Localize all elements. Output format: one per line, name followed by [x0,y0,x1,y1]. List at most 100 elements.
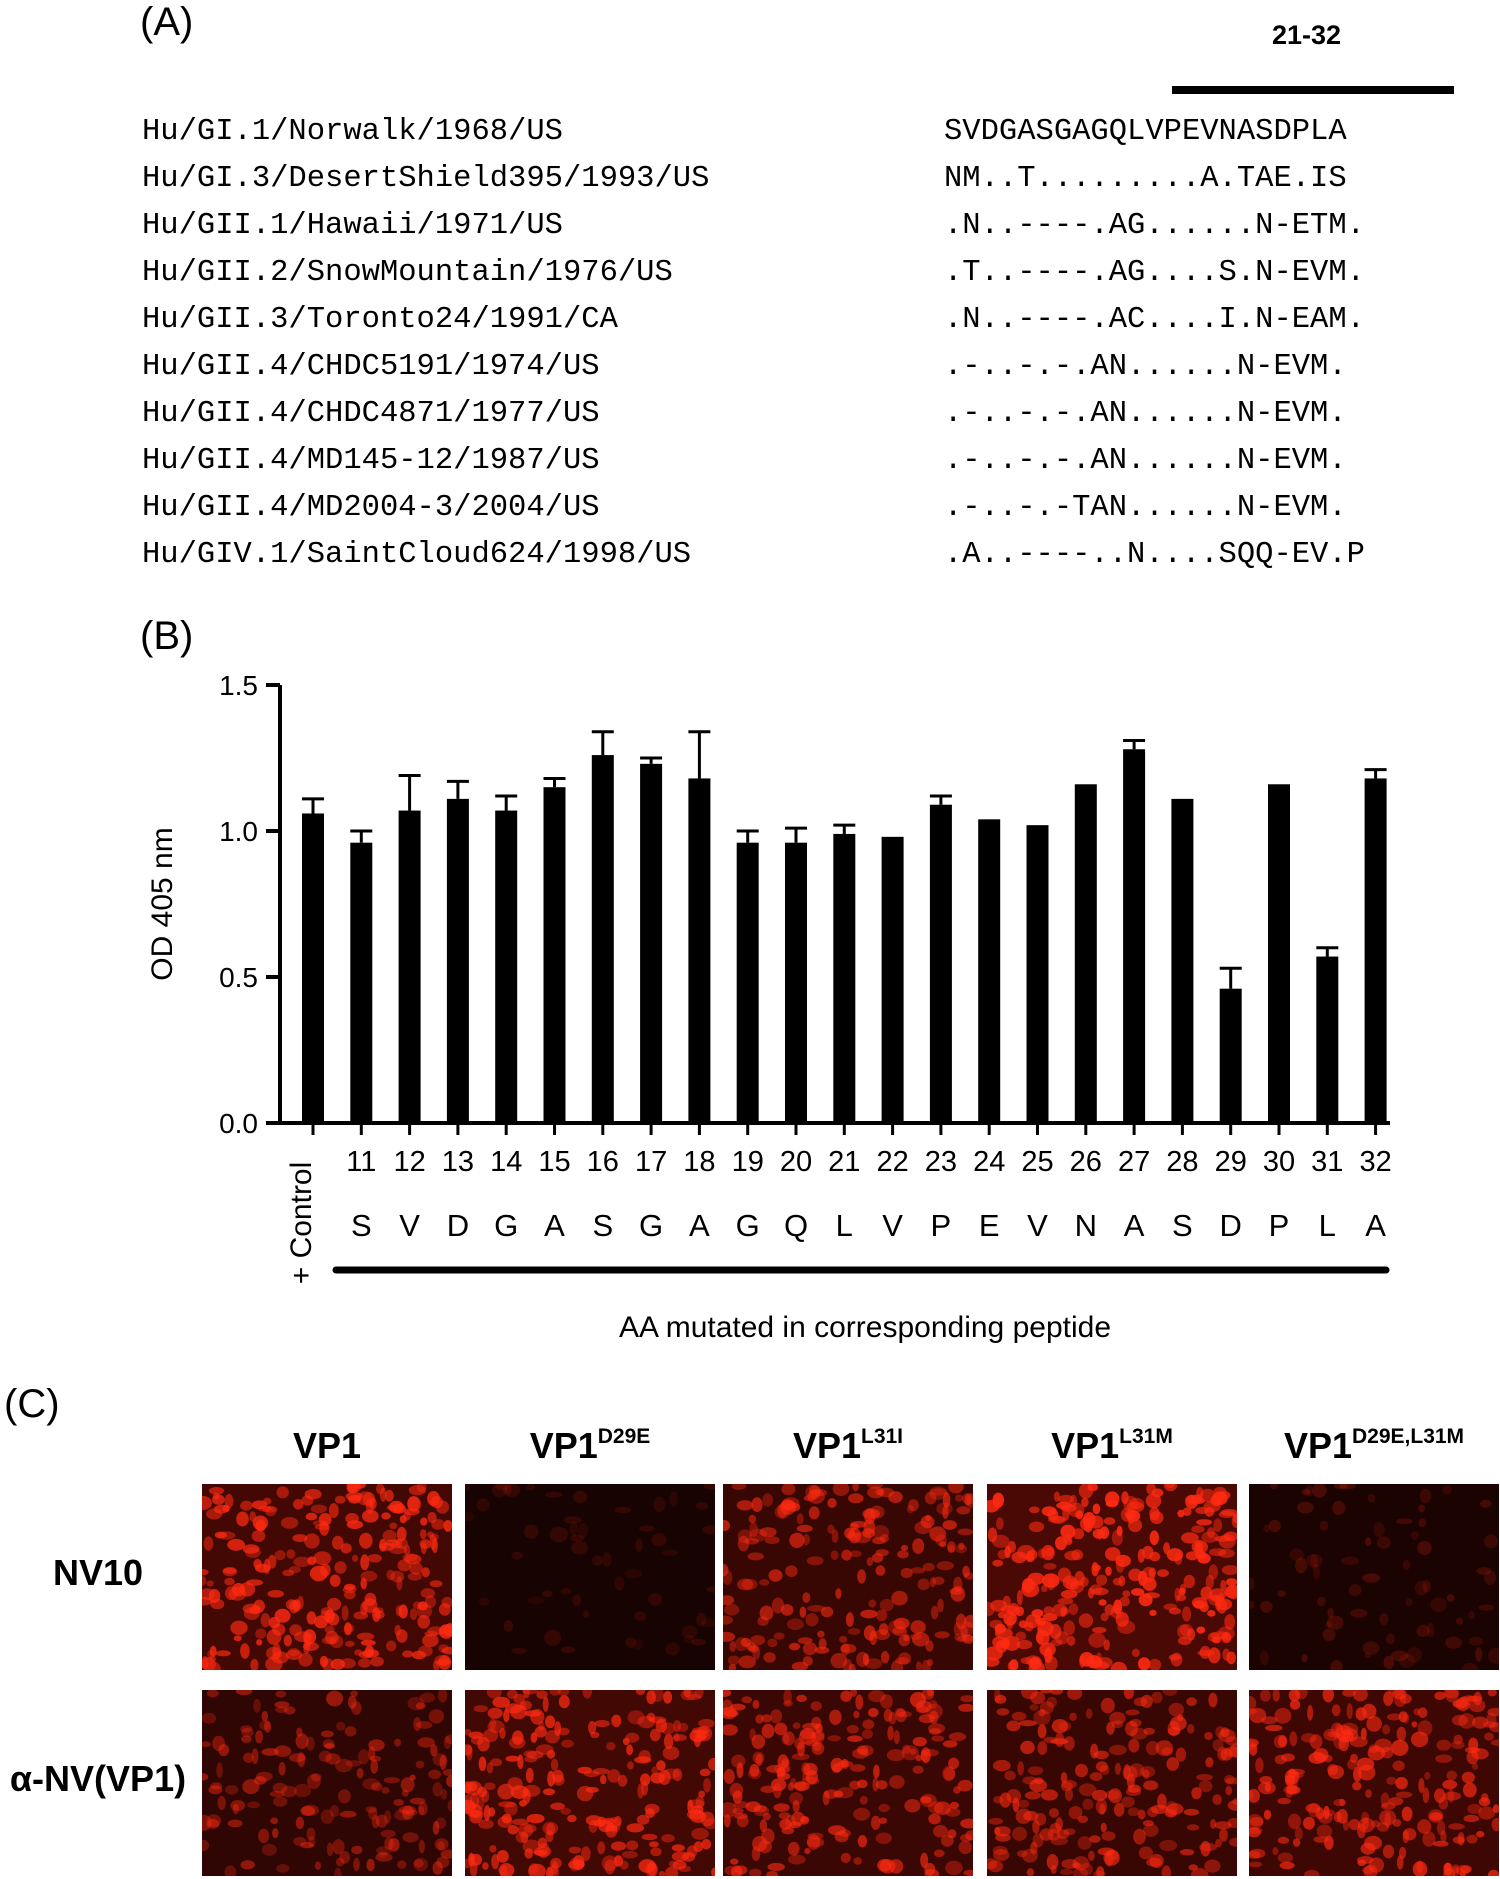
micrograph-panel [723,1484,973,1670]
micrograph-image [723,1484,973,1670]
bar [350,842,373,1123]
x-tick-label: 26 [1070,1146,1102,1178]
x-tick-label: 25 [1021,1146,1053,1178]
y-axis-label: OD 405 nm [146,827,179,980]
sequence-alignment-text: .A..----..N....SQQ-EV.P [944,538,1365,572]
residue-label: V [399,1208,420,1243]
residue-label: P [1269,1208,1290,1243]
micrograph-panel [987,1690,1237,1876]
bar [591,755,614,1123]
micrograph-panel [723,1690,973,1876]
bar [302,813,324,1123]
bar-chart: 0.00.51.01.5OD 405 nm11S12V13D14G15A16S1… [146,670,1392,1344]
bar [446,798,469,1123]
x-tick-label: 16 [587,1146,619,1178]
x-axis-label: AA mutated in corresponding peptide [619,1311,1111,1344]
x-tick-label: 20 [780,1146,812,1178]
sequence-row: Hu/GII.4/MD145-12/1987/US .-..-.-.AN.....… [142,439,1462,483]
residue-label: S [351,1208,372,1243]
column-header: VP1L31M [987,1425,1237,1467]
sequence-name: Hu/GII.2/SnowMountain/1976/US [142,256,673,290]
bar [1364,778,1387,1123]
micrograph-image [202,1690,452,1876]
sequence-alignment-text: NM..T.........A.TAE.IS [944,162,1347,196]
x-tick-label: 29 [1215,1146,1247,1178]
micrograph-panel [465,1484,715,1670]
micrograph-image [465,1690,715,1876]
bar [640,763,663,1123]
residue-label: G [639,1208,663,1243]
y-tick-label: 1.5 [219,670,258,701]
column-header-base: VP1 [792,1425,861,1466]
micrograph-panel [202,1484,452,1670]
sequence-alignment-text: .-..-.-.AN......N-EVM. [944,397,1347,431]
sequence-name: Hu/GII.1/Hawaii/1971/US [142,209,563,243]
sequence-row: Hu/GII.4/CHDC4871/1977/US .-..-.-.AN.....… [142,392,1462,436]
x-tick-label: 23 [925,1146,957,1178]
micrograph-image [987,1484,1237,1670]
x-tick-label: 13 [442,1146,474,1178]
column-header-mutation: D29E [597,1425,651,1448]
sequence-alignment-text: .T..----.AG....S.N-EVM. [944,256,1365,290]
residue-label: V [1027,1208,1048,1243]
micrograph-panel [987,1484,1237,1670]
micrograph-panel [1249,1484,1499,1670]
column-header: VP1D29E,L31M [1249,1425,1499,1467]
bar [833,833,856,1123]
residue-label: L [836,1208,853,1243]
residue-label: D [447,1208,469,1243]
sequence-name: Hu/GII.4/MD2004-3/2004/US [142,491,600,525]
bar [978,819,1001,1123]
bar [929,804,952,1123]
residue-label: A [1365,1208,1386,1243]
micrograph-image [1249,1484,1499,1670]
bar [1268,784,1290,1123]
column-header-mutation: D29E,L31M [1352,1425,1465,1448]
sequence-row: Hu/GI.1/Norwalk/1968/US SVDGASGAGQLVPEVNA… [142,110,1462,154]
sequence-name: Hu/GI.1/Norwalk/1968/US [142,115,563,149]
residue-label: A [1124,1208,1145,1243]
column-header-mutation: L31M [1119,1425,1173,1448]
residue-label: S [592,1208,613,1243]
bar [1171,798,1194,1123]
micrograph-image [1249,1690,1499,1876]
panel-a-label: (A) [140,0,194,44]
residue-label: A [689,1208,710,1243]
x-tick-label: 14 [490,1146,522,1178]
x-tick-label: 18 [683,1146,715,1178]
residue-label: G [736,1208,760,1243]
bar [1026,825,1049,1123]
micrograph-panel [465,1690,715,1876]
bar [1219,988,1242,1123]
residue-label: N [1075,1208,1097,1243]
x-tick-label: 12 [393,1146,425,1178]
bar [495,810,518,1123]
x-tick-label: 24 [973,1146,1005,1178]
y-tick-label: 1.0 [219,816,258,847]
sequence-row: Hu/GIV.1/SaintCloud624/1998/US .A..----..… [142,533,1462,577]
bar [543,787,566,1123]
panel-b-label: (B) [140,614,194,658]
region-bar [1172,86,1454,94]
micrograph-image [202,1484,452,1670]
column-header-base: VP1 [292,1425,362,1466]
sequence-row: Hu/GII.4/CHDC5191/1974/US .-..-.-.AN.....… [142,345,1462,389]
bar [785,842,807,1123]
x-tick-label: 19 [732,1146,764,1178]
column-header: VP1D29E [465,1425,715,1467]
y-tick-label: 0.5 [219,962,258,993]
column-header: VP1 [202,1425,452,1467]
micrograph-image [987,1690,1237,1876]
x-tick-label: 28 [1166,1146,1198,1178]
residue-label: L [1319,1208,1336,1243]
column-header-base: VP1 [1283,1425,1352,1466]
sequence-name: Hu/GII.3/Toronto24/1991/CA [142,303,618,337]
micrograph-image [465,1484,715,1670]
sequence-name: Hu/GII.4/CHDC4871/1977/US [142,397,600,431]
column-header: VP1L31I [723,1425,973,1467]
bar [1123,749,1146,1123]
sequence-name: Hu/GI.3/DesertShield395/1993/US [142,162,710,196]
sequence-row: Hu/GII.4/MD2004-3/2004/US .-..-.-TAN.....… [142,486,1462,530]
residue-label: D [1220,1208,1242,1243]
sequence-row: Hu/GII.1/Hawaii/1971/US .N..----.AG......… [142,204,1462,248]
